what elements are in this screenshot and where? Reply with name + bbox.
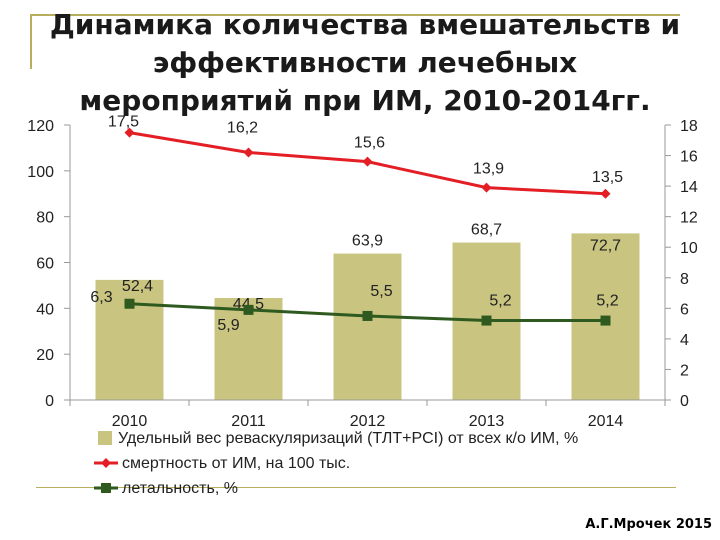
right-axis-tick-label: 4 <box>680 332 689 349</box>
legend-lethality-label: летальность, % <box>122 480 238 497</box>
mortality-point <box>481 182 492 193</box>
lethality-data-label: 5,2 <box>596 293 618 310</box>
x-axis-tick-label: 2013 <box>469 413 505 430</box>
left-axis-tick-label: 120 <box>27 118 54 135</box>
mortality-data-label: 16,2 <box>227 120 258 137</box>
right-axis-tick-label: 0 <box>680 393 689 410</box>
frame-left-line <box>30 14 32 69</box>
right-axis-tick-label: 8 <box>680 271 689 288</box>
bar-data-label: 52,4 <box>122 278 153 295</box>
left-axis-tick-label: 20 <box>36 347 54 364</box>
lethality-data-label: 5,5 <box>370 283 392 300</box>
title-line-3: мероприятий при ИМ, 2010-2014гг. <box>79 84 651 117</box>
right-axis-tick-label: 18 <box>680 118 698 135</box>
mortality-point <box>243 147 254 158</box>
frame-bottom-line <box>36 487 676 488</box>
left-axis-tick-label: 100 <box>27 164 54 181</box>
bar-data-label: 63,9 <box>352 233 383 250</box>
lethality-point <box>362 310 373 321</box>
legend-mortality-marker <box>101 458 111 468</box>
mortality-point <box>124 127 135 138</box>
title-line-1: Динамика количества вмешательств и <box>49 8 681 41</box>
lethality-data-label: 5,2 <box>489 293 511 310</box>
mortality-data-label: 15,6 <box>354 135 385 152</box>
legend-lethality-marker <box>101 483 111 493</box>
right-axis-tick-label: 12 <box>680 210 698 227</box>
legend-bar-label: Удельный вес реваскуляризаций (ТЛТ+PCI) … <box>118 430 578 447</box>
x-axis-tick-label: 2010 <box>112 413 148 430</box>
author-credit: А.Г.Мрочек 2015 <box>585 517 712 532</box>
bar-data-label: 68,7 <box>471 222 502 239</box>
left-axis-tick-label: 40 <box>36 301 54 318</box>
mortality-data-label: 17,5 <box>108 114 139 131</box>
right-axis-tick-label: 16 <box>680 149 698 166</box>
bar-data-label: 72,7 <box>590 237 621 254</box>
mortality-data-label: 13,5 <box>592 169 623 186</box>
x-axis-tick-label: 2011 <box>231 413 266 430</box>
legend-bar-swatch <box>98 431 112 445</box>
left-axis-tick-label: 0 <box>45 393 54 410</box>
mortality-data-label: 13,9 <box>473 161 504 178</box>
right-axis-tick-label: 6 <box>680 301 689 318</box>
right-axis-tick-label: 10 <box>680 240 698 257</box>
right-axis-tick-label: 2 <box>680 362 689 379</box>
legend-mortality-label: смертность от ИМ, на 100 тыс. <box>122 455 350 472</box>
lethality-data-label: 6,3 <box>90 289 112 306</box>
x-axis-tick-label: 2012 <box>350 413 386 430</box>
x-axis-tick-label: 2014 <box>588 413 624 430</box>
title-line-2: эффективности лечебных <box>152 46 578 79</box>
mortality-point <box>362 156 373 167</box>
mortality-point <box>600 188 611 199</box>
lethality-data-label: 5,9 <box>217 317 239 334</box>
lethality-point <box>124 298 135 309</box>
lethality-point <box>481 315 492 326</box>
bar <box>214 298 283 400</box>
bar <box>333 253 402 400</box>
left-axis-tick-label: 60 <box>36 256 54 273</box>
lethality-point <box>600 315 611 326</box>
left-axis-tick-label: 80 <box>36 210 54 227</box>
frame-top-line <box>30 14 680 16</box>
page-title: Динамика количества вмешательств и эффек… <box>20 6 710 120</box>
right-axis-tick-label: 14 <box>680 179 698 196</box>
lethality-point <box>243 304 254 315</box>
